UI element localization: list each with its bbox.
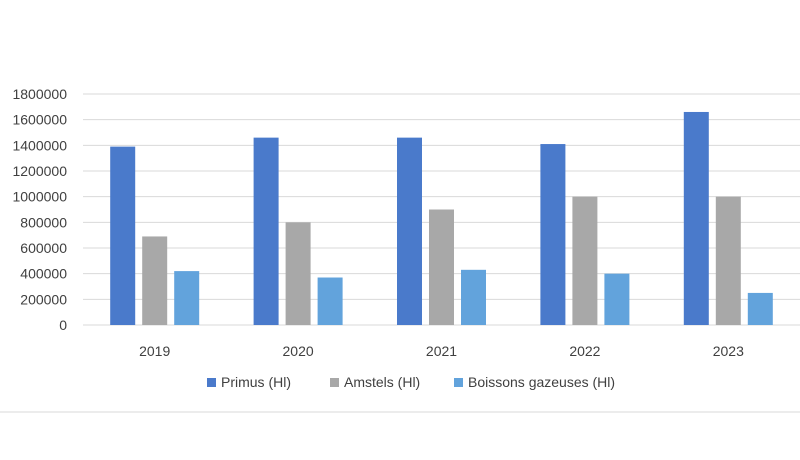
x-category-label: 2022	[569, 343, 600, 359]
legend-swatch	[454, 378, 463, 387]
y-tick-label: 800000	[20, 214, 67, 230]
x-category-label: 2023	[713, 343, 744, 359]
y-tick-label: 1400000	[12, 137, 67, 153]
bar-primus	[540, 144, 566, 325]
bar-primus	[397, 137, 422, 325]
bar-boissons	[317, 277, 343, 325]
y-tick-label: 600000	[20, 240, 67, 256]
legend-label: Boissons gazeuses (Hl)	[468, 374, 615, 390]
y-tick-label: 1000000	[12, 189, 67, 205]
bar-boissons	[461, 269, 486, 325]
bar-amstels	[142, 236, 168, 325]
y-tick-label: 200000	[20, 291, 67, 307]
y-tick-label: 400000	[20, 266, 67, 282]
bar-amstels	[285, 222, 311, 325]
y-tick-label: 1200000	[12, 163, 67, 179]
bar-primus	[253, 137, 279, 325]
x-category-label: 2019	[139, 343, 170, 359]
y-tick-label: 1600000	[12, 112, 67, 128]
bar-boissons	[747, 292, 773, 325]
bar-boissons	[174, 271, 200, 325]
bar-primus	[110, 146, 136, 325]
bar-amstels	[715, 196, 741, 325]
bar-boissons	[604, 273, 630, 325]
y-tick-label: 1800000	[12, 86, 67, 102]
bar-primus	[683, 111, 709, 325]
y-axis: 0 200000 400000 600000 800000 1000000 1200000 1…	[12, 86, 67, 333]
legend: Primus (Hl) Amstels (Hl) Boissons gazeuses…	[207, 374, 615, 390]
bar-amstels	[429, 209, 454, 325]
legend-swatch	[330, 378, 339, 387]
legend-swatch	[207, 378, 216, 387]
x-category-label: 2020	[283, 343, 314, 359]
legend-label: Amstels (Hl)	[344, 374, 420, 390]
y-tick-label: 0	[59, 317, 67, 333]
legend-label: Primus (Hl)	[221, 374, 291, 390]
x-axis: 2019 2020 2021 2022 2023	[139, 343, 744, 359]
bar-amstels	[572, 196, 598, 325]
x-category-label: 2021	[426, 343, 457, 359]
bars	[110, 111, 773, 325]
